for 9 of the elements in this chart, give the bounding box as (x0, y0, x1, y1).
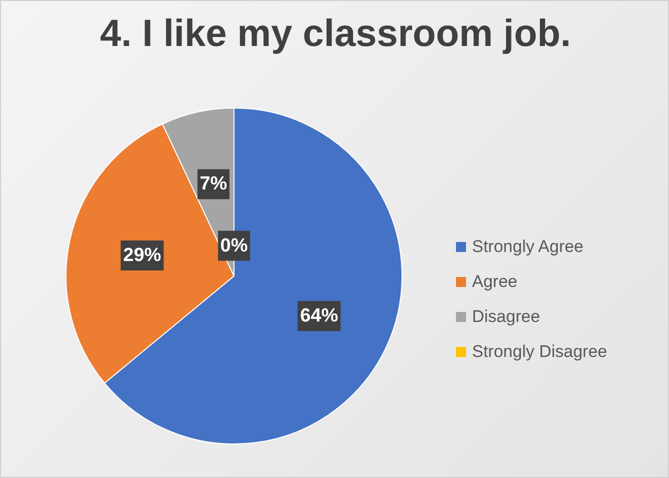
legend-label: Strongly Disagree (472, 342, 608, 362)
text: 0% (220, 235, 248, 256)
legend-label: Disagree (472, 306, 540, 326)
slice-label: Strongly Agree (472, 236, 584, 256)
chart-title: 4. I like my classroom job. (99, 13, 572, 56)
legend-label: Agree (472, 272, 518, 292)
data-label: 29% (123, 244, 162, 266)
data-label: 64% (300, 306, 338, 327)
data-label: 7% (200, 174, 228, 195)
